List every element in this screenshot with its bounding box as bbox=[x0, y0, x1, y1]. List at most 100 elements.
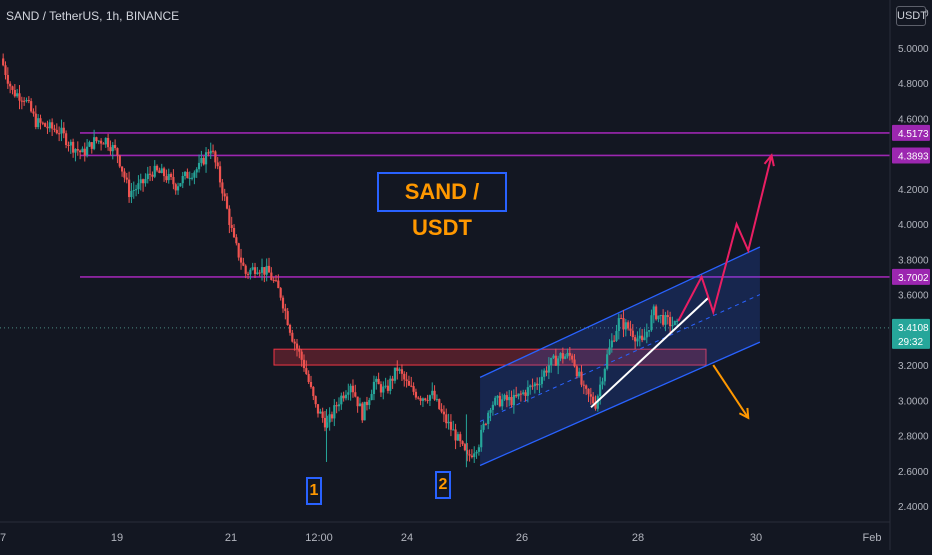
candle-body bbox=[673, 320, 676, 326]
candle-body bbox=[330, 414, 334, 419]
bullish-projection bbox=[677, 155, 773, 322]
candle bbox=[55, 123, 58, 135]
candle bbox=[72, 138, 75, 158]
level-tag-text: 4.5173 bbox=[898, 129, 929, 140]
candle-body bbox=[403, 373, 406, 380]
candle-body bbox=[426, 400, 429, 402]
candle-body bbox=[186, 171, 189, 179]
candle bbox=[118, 154, 121, 169]
candle-body bbox=[389, 378, 392, 391]
candle-body bbox=[428, 395, 432, 401]
candle bbox=[107, 133, 110, 151]
candle-body bbox=[307, 373, 310, 382]
candle bbox=[218, 161, 222, 188]
candle bbox=[645, 323, 648, 344]
candle-body bbox=[645, 331, 648, 338]
candle-body bbox=[603, 368, 606, 382]
candle-body bbox=[321, 411, 324, 418]
candle-body bbox=[634, 337, 637, 342]
level-tag-text: 3.7002 bbox=[898, 273, 929, 284]
candle-body bbox=[414, 391, 418, 398]
candle bbox=[529, 384, 532, 395]
candle bbox=[540, 369, 543, 388]
candle-body bbox=[368, 400, 371, 406]
x-tick-label: 26 bbox=[516, 532, 528, 544]
candle bbox=[270, 267, 273, 281]
candle-body bbox=[407, 380, 411, 386]
candle-body bbox=[93, 137, 96, 149]
candle bbox=[354, 384, 357, 398]
candle-body bbox=[102, 143, 105, 145]
currency-button[interactable]: USDT bbox=[896, 6, 927, 26]
candle-body bbox=[386, 385, 390, 391]
candle bbox=[608, 339, 611, 356]
candle bbox=[130, 182, 133, 204]
candle-body bbox=[218, 166, 222, 183]
candle bbox=[606, 349, 609, 371]
candle-body bbox=[139, 179, 142, 184]
candle-body bbox=[200, 157, 203, 163]
candle-body bbox=[568, 352, 571, 356]
candle bbox=[347, 383, 350, 401]
candle-body bbox=[531, 385, 534, 387]
candle bbox=[561, 347, 564, 364]
candle-body bbox=[419, 398, 422, 401]
candle-body bbox=[503, 395, 506, 400]
candle bbox=[368, 397, 371, 410]
candle-body bbox=[18, 93, 21, 101]
candle-body bbox=[487, 412, 490, 424]
candle-body bbox=[207, 152, 210, 154]
candle bbox=[398, 367, 401, 374]
candle-body bbox=[295, 343, 299, 349]
candle bbox=[358, 397, 362, 407]
candle-body bbox=[48, 122, 51, 129]
candle bbox=[484, 422, 487, 426]
candle-body bbox=[193, 172, 196, 178]
candle bbox=[216, 157, 219, 170]
level-tag-3.7002 bbox=[892, 268, 930, 285]
candle-body bbox=[508, 397, 511, 401]
candle-body bbox=[615, 331, 618, 341]
candle-body bbox=[550, 357, 553, 366]
candle bbox=[370, 389, 373, 401]
candle-body bbox=[223, 193, 226, 197]
candle bbox=[232, 224, 236, 238]
candle-body bbox=[277, 280, 280, 289]
candle-body bbox=[104, 137, 107, 145]
candle-body bbox=[351, 385, 355, 393]
candle bbox=[281, 295, 285, 313]
candle bbox=[137, 175, 140, 194]
candle-body bbox=[58, 133, 61, 135]
candle bbox=[88, 140, 91, 148]
candle-body bbox=[517, 393, 520, 397]
candle bbox=[23, 97, 26, 106]
candle-body bbox=[449, 421, 453, 430]
candle-body bbox=[39, 118, 42, 123]
candle-body bbox=[130, 190, 133, 198]
candle bbox=[461, 440, 464, 446]
candle-body bbox=[125, 177, 128, 180]
candle-body bbox=[95, 137, 98, 141]
candle-body bbox=[363, 401, 366, 421]
candle-body bbox=[305, 368, 308, 374]
candle bbox=[188, 171, 191, 186]
candle bbox=[655, 304, 658, 321]
x-tick-label: 12:00 bbox=[305, 532, 333, 544]
candle bbox=[466, 443, 469, 462]
candle-body bbox=[575, 366, 578, 377]
candle bbox=[491, 401, 494, 416]
candle bbox=[501, 393, 504, 411]
candle-body bbox=[137, 183, 140, 190]
candle-body bbox=[501, 399, 504, 407]
candle-body bbox=[272, 279, 275, 281]
candle bbox=[384, 377, 387, 389]
candle-body bbox=[655, 306, 658, 320]
candle bbox=[239, 248, 243, 270]
candle-body bbox=[172, 177, 175, 185]
candle-body bbox=[477, 447, 480, 452]
candle bbox=[228, 205, 231, 234]
candle bbox=[559, 352, 562, 362]
candle-body bbox=[610, 340, 613, 348]
